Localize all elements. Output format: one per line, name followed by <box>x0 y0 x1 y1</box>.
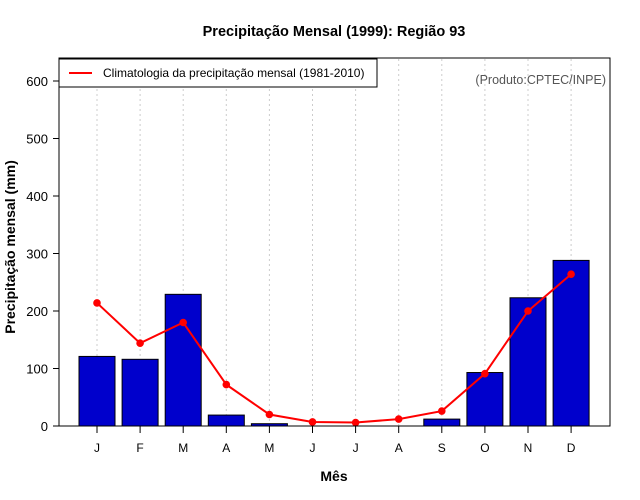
chart-title: Precipitação Mensal (1999): Região 93 <box>203 24 466 40</box>
bar-f-1 <box>121 358 159 427</box>
y-tick-label: 600 <box>26 74 48 89</box>
x-tick-label: M <box>264 441 274 455</box>
x-tick-label: N <box>524 441 533 455</box>
x-tick-label: J <box>353 441 359 455</box>
climatology-point <box>136 339 144 348</box>
y-axis: 0 100 200 300 400 500 600 <box>26 74 60 434</box>
climatology-polyline <box>96 273 572 424</box>
x-tick-label: A <box>395 441 403 455</box>
bars <box>78 259 590 427</box>
legend-label: Climatologia da precipitação mensal (198… <box>103 66 364 80</box>
climatology-point <box>438 407 446 415</box>
bar-j-0 <box>78 355 116 427</box>
climatology-line <box>93 270 575 427</box>
y-tick-label: 0 <box>41 419 48 434</box>
bar-n-10 <box>509 297 547 427</box>
x-tick-label: M <box>178 441 188 455</box>
x-tick-label: S <box>438 441 446 455</box>
bar-o-9 <box>466 372 504 427</box>
y-tick-label: 300 <box>26 247 48 262</box>
credit-annotation: (Produto:CPTEC/INPE) <box>475 73 606 87</box>
y-tick-label: 200 <box>26 304 48 319</box>
legend: Climatologia da precipitação mensal (198… <box>58 58 378 88</box>
x-axis-label: Mês <box>320 468 347 484</box>
climatology-point <box>481 369 489 378</box>
bar-m-2 <box>164 293 202 427</box>
climatology-point <box>93 299 101 307</box>
x-tick-label: J <box>310 441 316 455</box>
x-tick-label: A <box>222 441 230 455</box>
y-axis-label: Precipitação mensal (mm) <box>2 160 18 334</box>
climatology-point <box>567 270 575 279</box>
climatology-point <box>308 418 317 426</box>
y-tick-label: 400 <box>26 189 48 204</box>
climatology-point <box>394 415 403 423</box>
legend-box <box>58 58 378 88</box>
x-tick-label: F <box>136 441 143 455</box>
x-tick-label: J <box>94 441 100 455</box>
y-tick-label: 100 <box>26 362 48 377</box>
climatology-point <box>222 380 231 389</box>
climatology-point <box>179 318 187 327</box>
y-tick-label: 500 <box>26 132 48 147</box>
climatology-point <box>265 410 274 419</box>
bar-s-8 <box>423 418 461 427</box>
bar-a-3 <box>207 414 245 427</box>
climatology-point <box>524 307 532 315</box>
climatology-point <box>351 418 360 427</box>
x-tick-label: D <box>567 441 576 455</box>
x-tick-label: O <box>480 441 489 455</box>
